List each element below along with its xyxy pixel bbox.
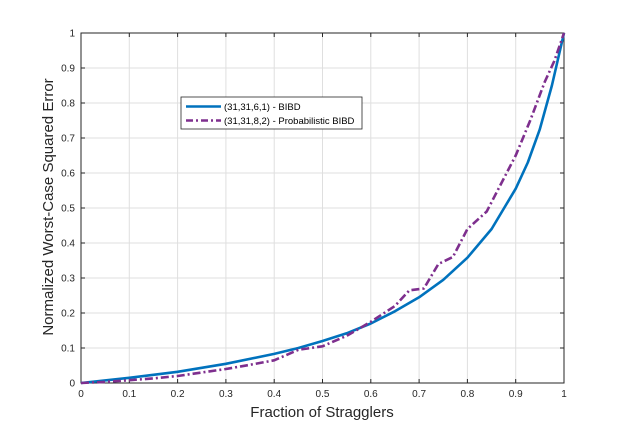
legend: (31,31,6,1) - BIBD (31,31,8,2) - Probabi…: [180, 96, 363, 130]
x-tick-label: 0.8: [460, 389, 474, 400]
y-tick-labels: 0 0.1 0.2 0.3 0.4 0.5 0.6 0.7 0.8 0.9 1: [61, 29, 75, 390]
x-tick-label: 0.1: [122, 389, 136, 400]
y-tick-label: 0.5: [61, 204, 75, 215]
legend-box: [180, 96, 363, 130]
series-line-bibd: [80, 32, 566, 385]
x-tick-label: 1: [561, 389, 567, 400]
legend-label-bibd: (31,31,6,1) - BIBD: [224, 102, 301, 113]
x-tick-label: 0.6: [364, 389, 378, 400]
x-tick-label: 0.4: [267, 389, 281, 400]
y-tick-label: 0.1: [61, 344, 75, 355]
y-tick-label: 1: [69, 29, 75, 40]
x-tick-label: 0.3: [219, 389, 233, 400]
y-axis-title: Normalized Worst-Case Squared Error: [40, 78, 57, 335]
x-tick-labels: 0 0.1 0.2 0.3 0.4 0.5 0.6 0.7 0.8 0.9 1: [78, 389, 567, 400]
y-tick-label: 0.7: [61, 134, 75, 145]
x-tick-label: 0.7: [412, 389, 426, 400]
series-line-probabilistic-bibd: [80, 32, 566, 385]
y-tick-label: 0.4: [61, 239, 75, 250]
legend-label-probabilistic-bibd: (31,31,8,2) - Probabilistic BIBD: [224, 116, 355, 127]
x-axis-title: Fraction of Stragglers: [250, 404, 393, 421]
y-tick-label: 0.2: [61, 309, 75, 320]
y-tick-label: 0.3: [61, 274, 75, 285]
x-tick-label: 0.2: [171, 389, 185, 400]
x-tick-label: 0.5: [316, 389, 330, 400]
y-tick-label: 0.9: [61, 64, 75, 75]
series-group: [80, 32, 566, 385]
y-tick-label: 0.8: [61, 99, 75, 110]
x-tick-label: 0.9: [509, 389, 523, 400]
y-tick-label: 0.6: [61, 169, 75, 180]
y-tick-label: 0: [69, 379, 75, 390]
x-tick-label: 0: [78, 389, 84, 400]
